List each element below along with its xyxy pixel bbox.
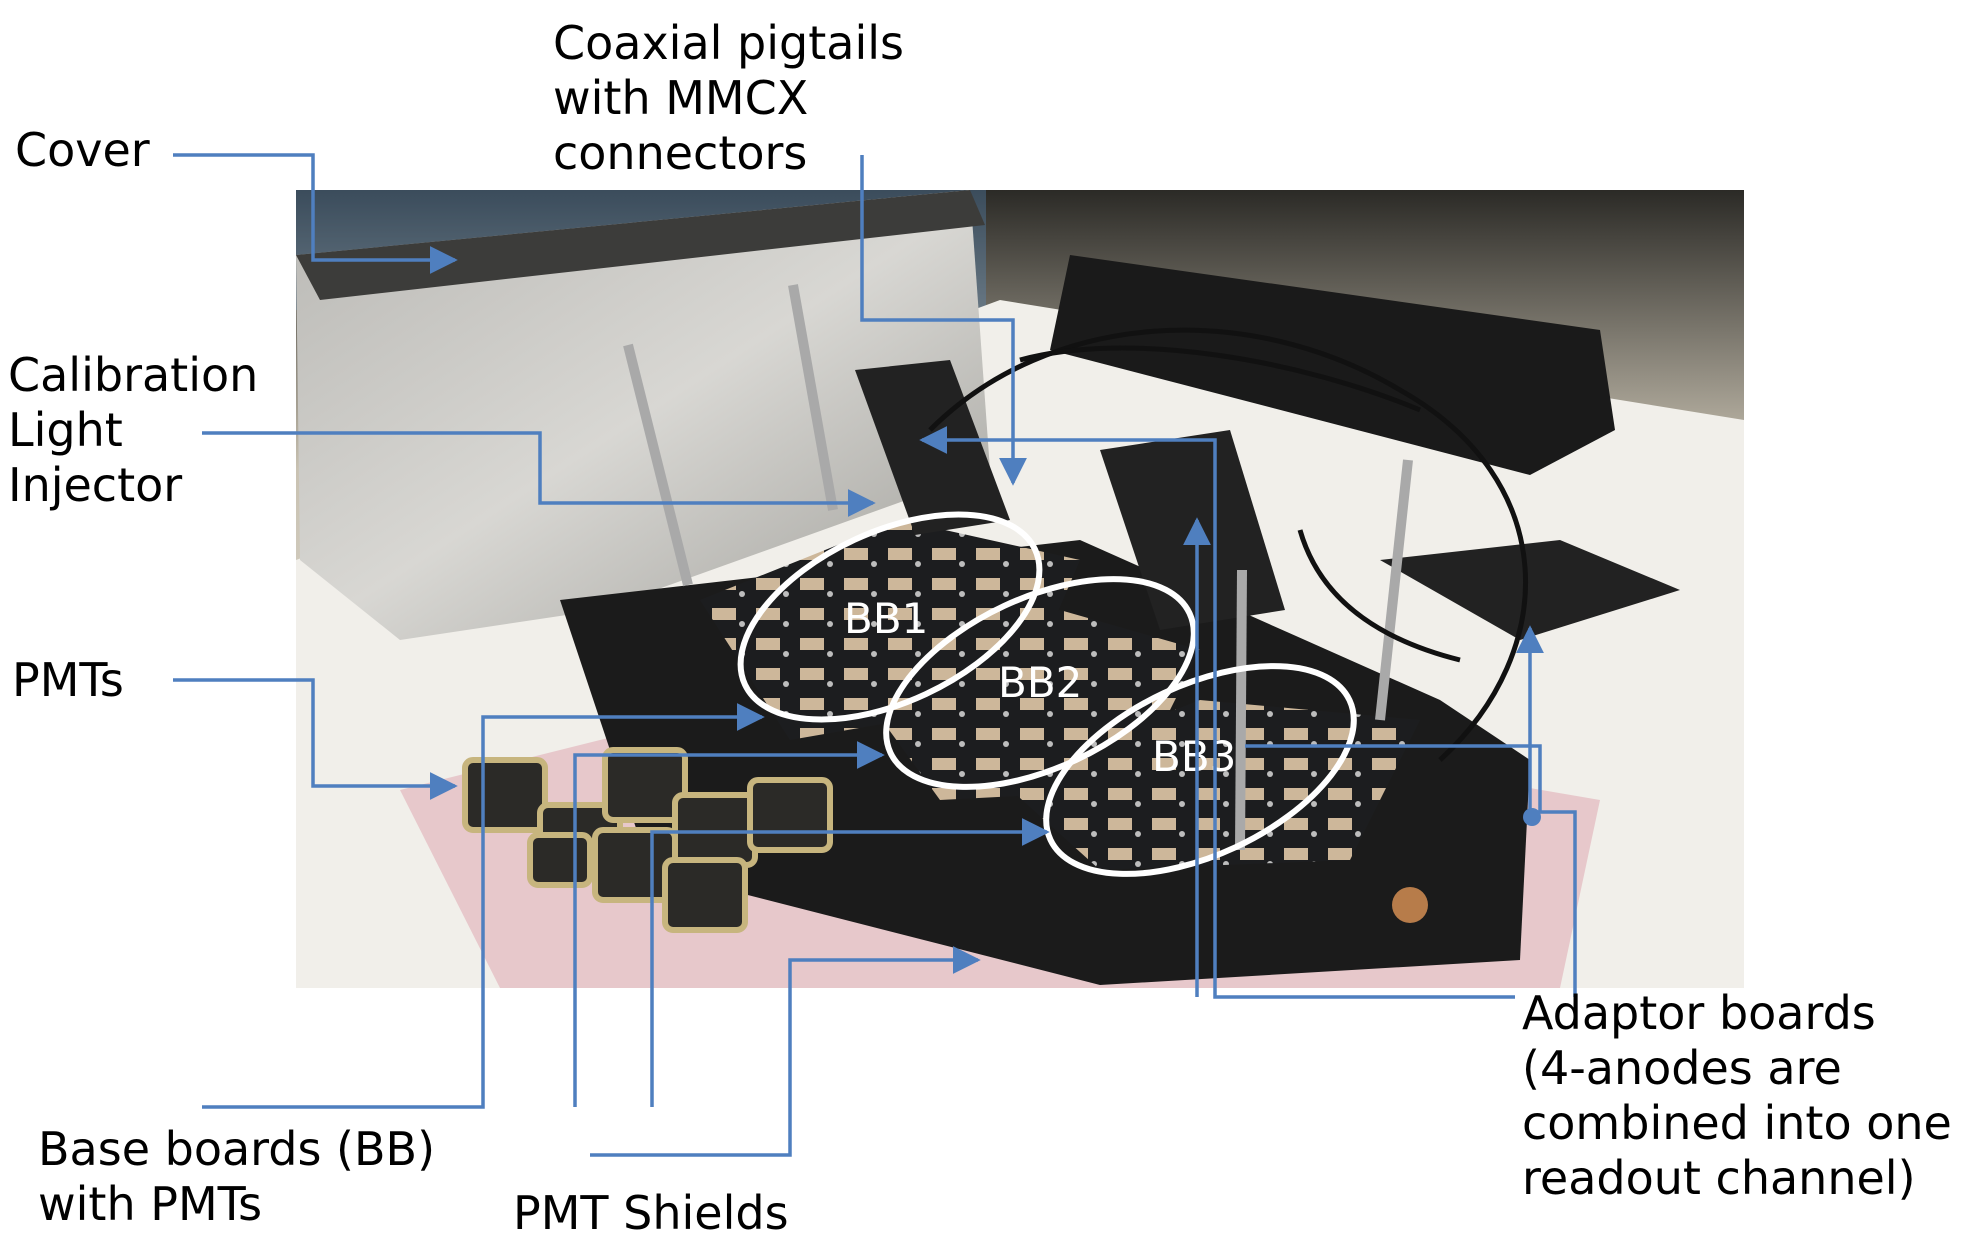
bb2-tag: BB2 — [998, 658, 1082, 707]
adaptor-leader-1 — [919, 426, 1515, 999]
cover-leader — [173, 153, 458, 274]
base-leader — [202, 703, 765, 1109]
connector-tray — [1050, 255, 1615, 475]
bb3-ellipse — [1043, 663, 1357, 877]
calib-leader — [202, 431, 876, 517]
base-boards — [700, 520, 1420, 870]
base-leader-2 — [573, 741, 885, 1107]
bb1-ellipse — [737, 511, 1043, 723]
base-leader-3 — [650, 818, 1050, 1107]
photo — [296, 190, 1744, 988]
coax-leader — [860, 155, 1027, 486]
label-base-boards: Base boards (BB) with PMTs — [38, 1122, 436, 1231]
label-adaptor-boards: Adaptor boards (4-anodes are combined in… — [1522, 986, 1952, 1205]
label-cover: Cover — [15, 123, 150, 177]
board-highlights — [737, 511, 1357, 877]
copper-washer — [1392, 887, 1428, 923]
bb1-tag: BB1 — [844, 594, 928, 643]
pmts-leader — [173, 678, 458, 800]
support-posts — [623, 284, 1413, 851]
label-calibration-light-injector: Calibration Light Injector — [8, 348, 259, 512]
adaptor-leader-3 — [1516, 625, 1577, 997]
label-pmt-shields: PMT Shields — [513, 1186, 789, 1240]
bb3-tag: BB3 — [1152, 732, 1236, 781]
shields-leader — [590, 946, 981, 1157]
label-coaxial-pigtails: Coaxial pigtails with MMCX connectors — [553, 16, 904, 180]
label-pmts: PMTs — [12, 653, 124, 707]
leader-junction — [1523, 808, 1541, 826]
adaptor-leader-4 — [1245, 744, 1542, 812]
